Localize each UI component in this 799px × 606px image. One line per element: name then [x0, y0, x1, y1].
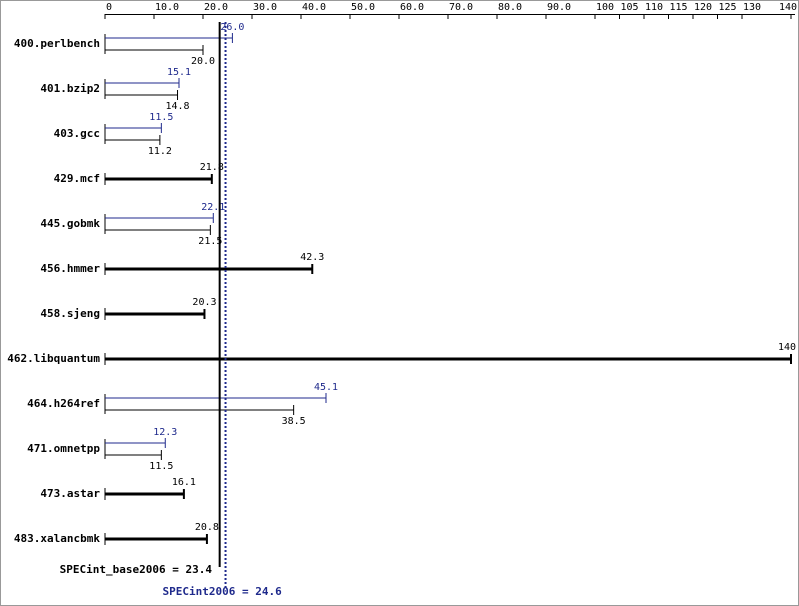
x-tick-label: 80.0 [498, 2, 522, 13]
x-tick-label: 10.0 [155, 2, 179, 13]
value-label: 20.0 [191, 56, 215, 67]
category-label: 403.gcc [54, 127, 100, 140]
x-tick-label: 125 [719, 2, 737, 13]
value-label: 45.1 [314, 382, 338, 393]
value-label: 21.8 [200, 162, 224, 173]
value-label: 38.5 [282, 416, 306, 427]
x-tick-label: 0 [106, 2, 112, 13]
x-tick-label: 130 [743, 2, 761, 13]
x-tick-label: 20.0 [204, 2, 228, 13]
category-label: 471.omnetpp [27, 442, 100, 455]
category-label: 462.libquantum [7, 352, 100, 365]
value-label: 140 [778, 342, 796, 353]
category-label: 456.hmmer [40, 262, 100, 275]
value-label: 16.1 [172, 477, 196, 488]
category-label: 429.mcf [54, 172, 100, 185]
value-label: 20.3 [192, 297, 216, 308]
category-label: 400.perlbench [14, 37, 100, 50]
reference-label: SPECint_base2006 = 23.4 [60, 563, 213, 576]
x-tick-label: 40.0 [302, 2, 326, 13]
x-tick-label: 70.0 [449, 2, 473, 13]
value-label: 11.5 [149, 112, 173, 123]
category-label: 473.astar [40, 487, 100, 500]
category-label: 458.sjeng [40, 307, 100, 320]
value-label: 42.3 [300, 252, 324, 263]
category-label: 483.xalancbmk [14, 532, 100, 545]
x-tick-label: 50.0 [351, 2, 375, 13]
value-label: 26.0 [220, 22, 244, 33]
category-label: 445.gobmk [40, 217, 100, 230]
x-tick-label: 140 [779, 2, 797, 13]
value-label: 11.2 [148, 146, 172, 157]
x-tick-label: 115 [670, 2, 688, 13]
value-label: 11.5 [149, 461, 173, 472]
value-label: 14.8 [165, 101, 189, 112]
reference-label: SPECint2006 = 24.6 [163, 585, 283, 598]
value-label: 22.1 [201, 202, 225, 213]
category-label: 401.bzip2 [40, 82, 100, 95]
x-tick-label: 90.0 [547, 2, 571, 13]
value-label: 21.5 [198, 236, 222, 247]
value-label: 20.8 [195, 522, 219, 533]
x-tick-label: 110 [645, 2, 663, 13]
x-tick-label: 30.0 [253, 2, 277, 13]
x-tick-label: 100 [596, 2, 614, 13]
x-tick-label: 120 [694, 2, 712, 13]
x-tick-label: 105 [621, 2, 639, 13]
category-label: 464.h264ref [27, 397, 100, 410]
value-label: 15.1 [167, 67, 191, 78]
value-label: 12.3 [153, 427, 177, 438]
x-tick-label: 60.0 [400, 2, 424, 13]
